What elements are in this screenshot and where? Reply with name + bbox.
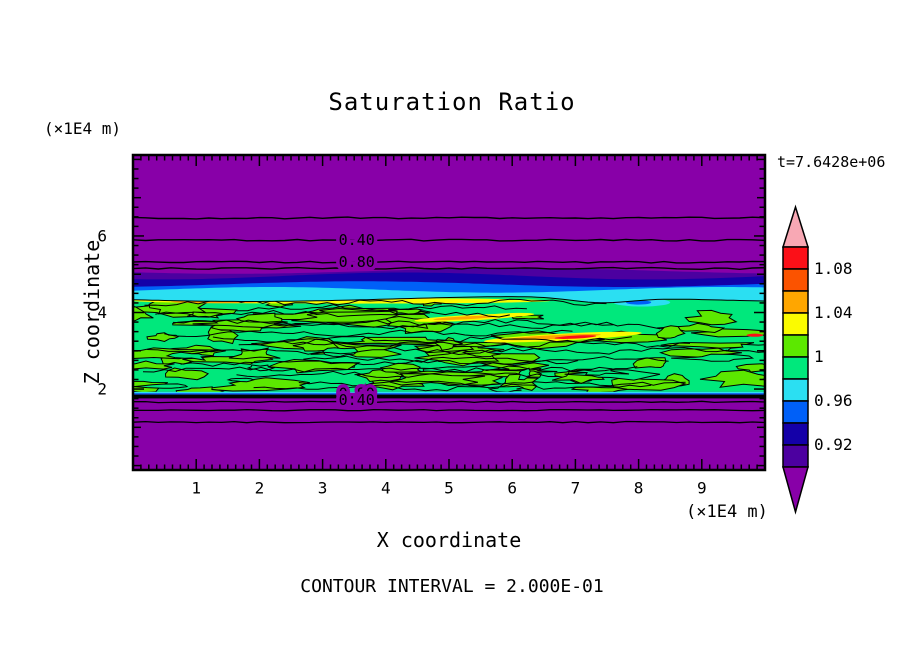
contour-field bbox=[132, 155, 766, 470]
contour-interval-label: CONTOUR INTERVAL = 2.000E-01 bbox=[300, 576, 604, 597]
x-tick-label: 3 bbox=[318, 479, 328, 498]
z-tick-label: 4 bbox=[97, 303, 107, 322]
contour-line-labels: 0.400.800.800.40 bbox=[335, 228, 378, 413]
x-tick-label: 6 bbox=[507, 479, 517, 498]
x-tick-label: 4 bbox=[381, 479, 391, 498]
colorbar-box bbox=[782, 356, 809, 380]
colorbar-box bbox=[782, 268, 809, 292]
colorbar-label: 1.04 bbox=[814, 303, 853, 322]
colorbar-box bbox=[782, 334, 809, 358]
contour-value-label: 0.40 bbox=[339, 231, 375, 249]
contour-value-label: 0.80 bbox=[339, 253, 375, 271]
x-tick-label: 7 bbox=[571, 479, 581, 498]
colorbar-over-arrow-icon bbox=[781, 204, 810, 248]
x-tick-label: 8 bbox=[634, 479, 644, 498]
colorbar-box bbox=[782, 422, 809, 446]
colorbar: 1.08 1.04 1 0.96 0.92 bbox=[781, 204, 853, 515]
x-axis-title: X coordinate bbox=[376, 528, 522, 552]
x-axis-unit-label: (×1E4 m) bbox=[686, 502, 768, 522]
colorbar-label: 0.92 bbox=[814, 435, 853, 454]
colorbar-box bbox=[782, 246, 809, 270]
x-tick-label: 9 bbox=[697, 479, 707, 498]
axis-ticks bbox=[134, 156, 764, 469]
z-tick-label: 6 bbox=[97, 226, 107, 245]
plot-title: Saturation Ratio bbox=[328, 88, 576, 116]
colorbar-box bbox=[782, 400, 809, 424]
z-axis-unit-label: (×1E4 m) bbox=[44, 119, 122, 138]
plot-frame bbox=[131, 153, 767, 472]
colorbar-label: 1 bbox=[814, 347, 824, 366]
time-annotation: t=7.6428e+06 bbox=[777, 153, 886, 171]
colorbar-label: 1.08 bbox=[814, 259, 853, 278]
contour-value-label: 0.40 bbox=[339, 391, 375, 409]
x-tick-label: 5 bbox=[444, 479, 454, 498]
colorbar-under-arrow-icon bbox=[782, 466, 809, 515]
colorbar-box bbox=[782, 312, 809, 336]
colorbar-box bbox=[782, 378, 809, 402]
colorbar-box bbox=[782, 444, 809, 468]
field-texture bbox=[133, 296, 765, 392]
x-tick-label: 1 bbox=[191, 479, 201, 498]
contour-value-label: 0.80 bbox=[339, 384, 375, 402]
z-axis-title: Z coordinate bbox=[80, 239, 104, 385]
colorbar-box bbox=[782, 290, 809, 314]
colorbar-label: 0.96 bbox=[814, 391, 853, 410]
tick-labels: 1 2 3 4 5 6 7 8 9 2 4 6 bbox=[97, 226, 706, 497]
x-tick-label: 2 bbox=[255, 479, 265, 498]
z-tick-label: 2 bbox=[97, 380, 107, 399]
